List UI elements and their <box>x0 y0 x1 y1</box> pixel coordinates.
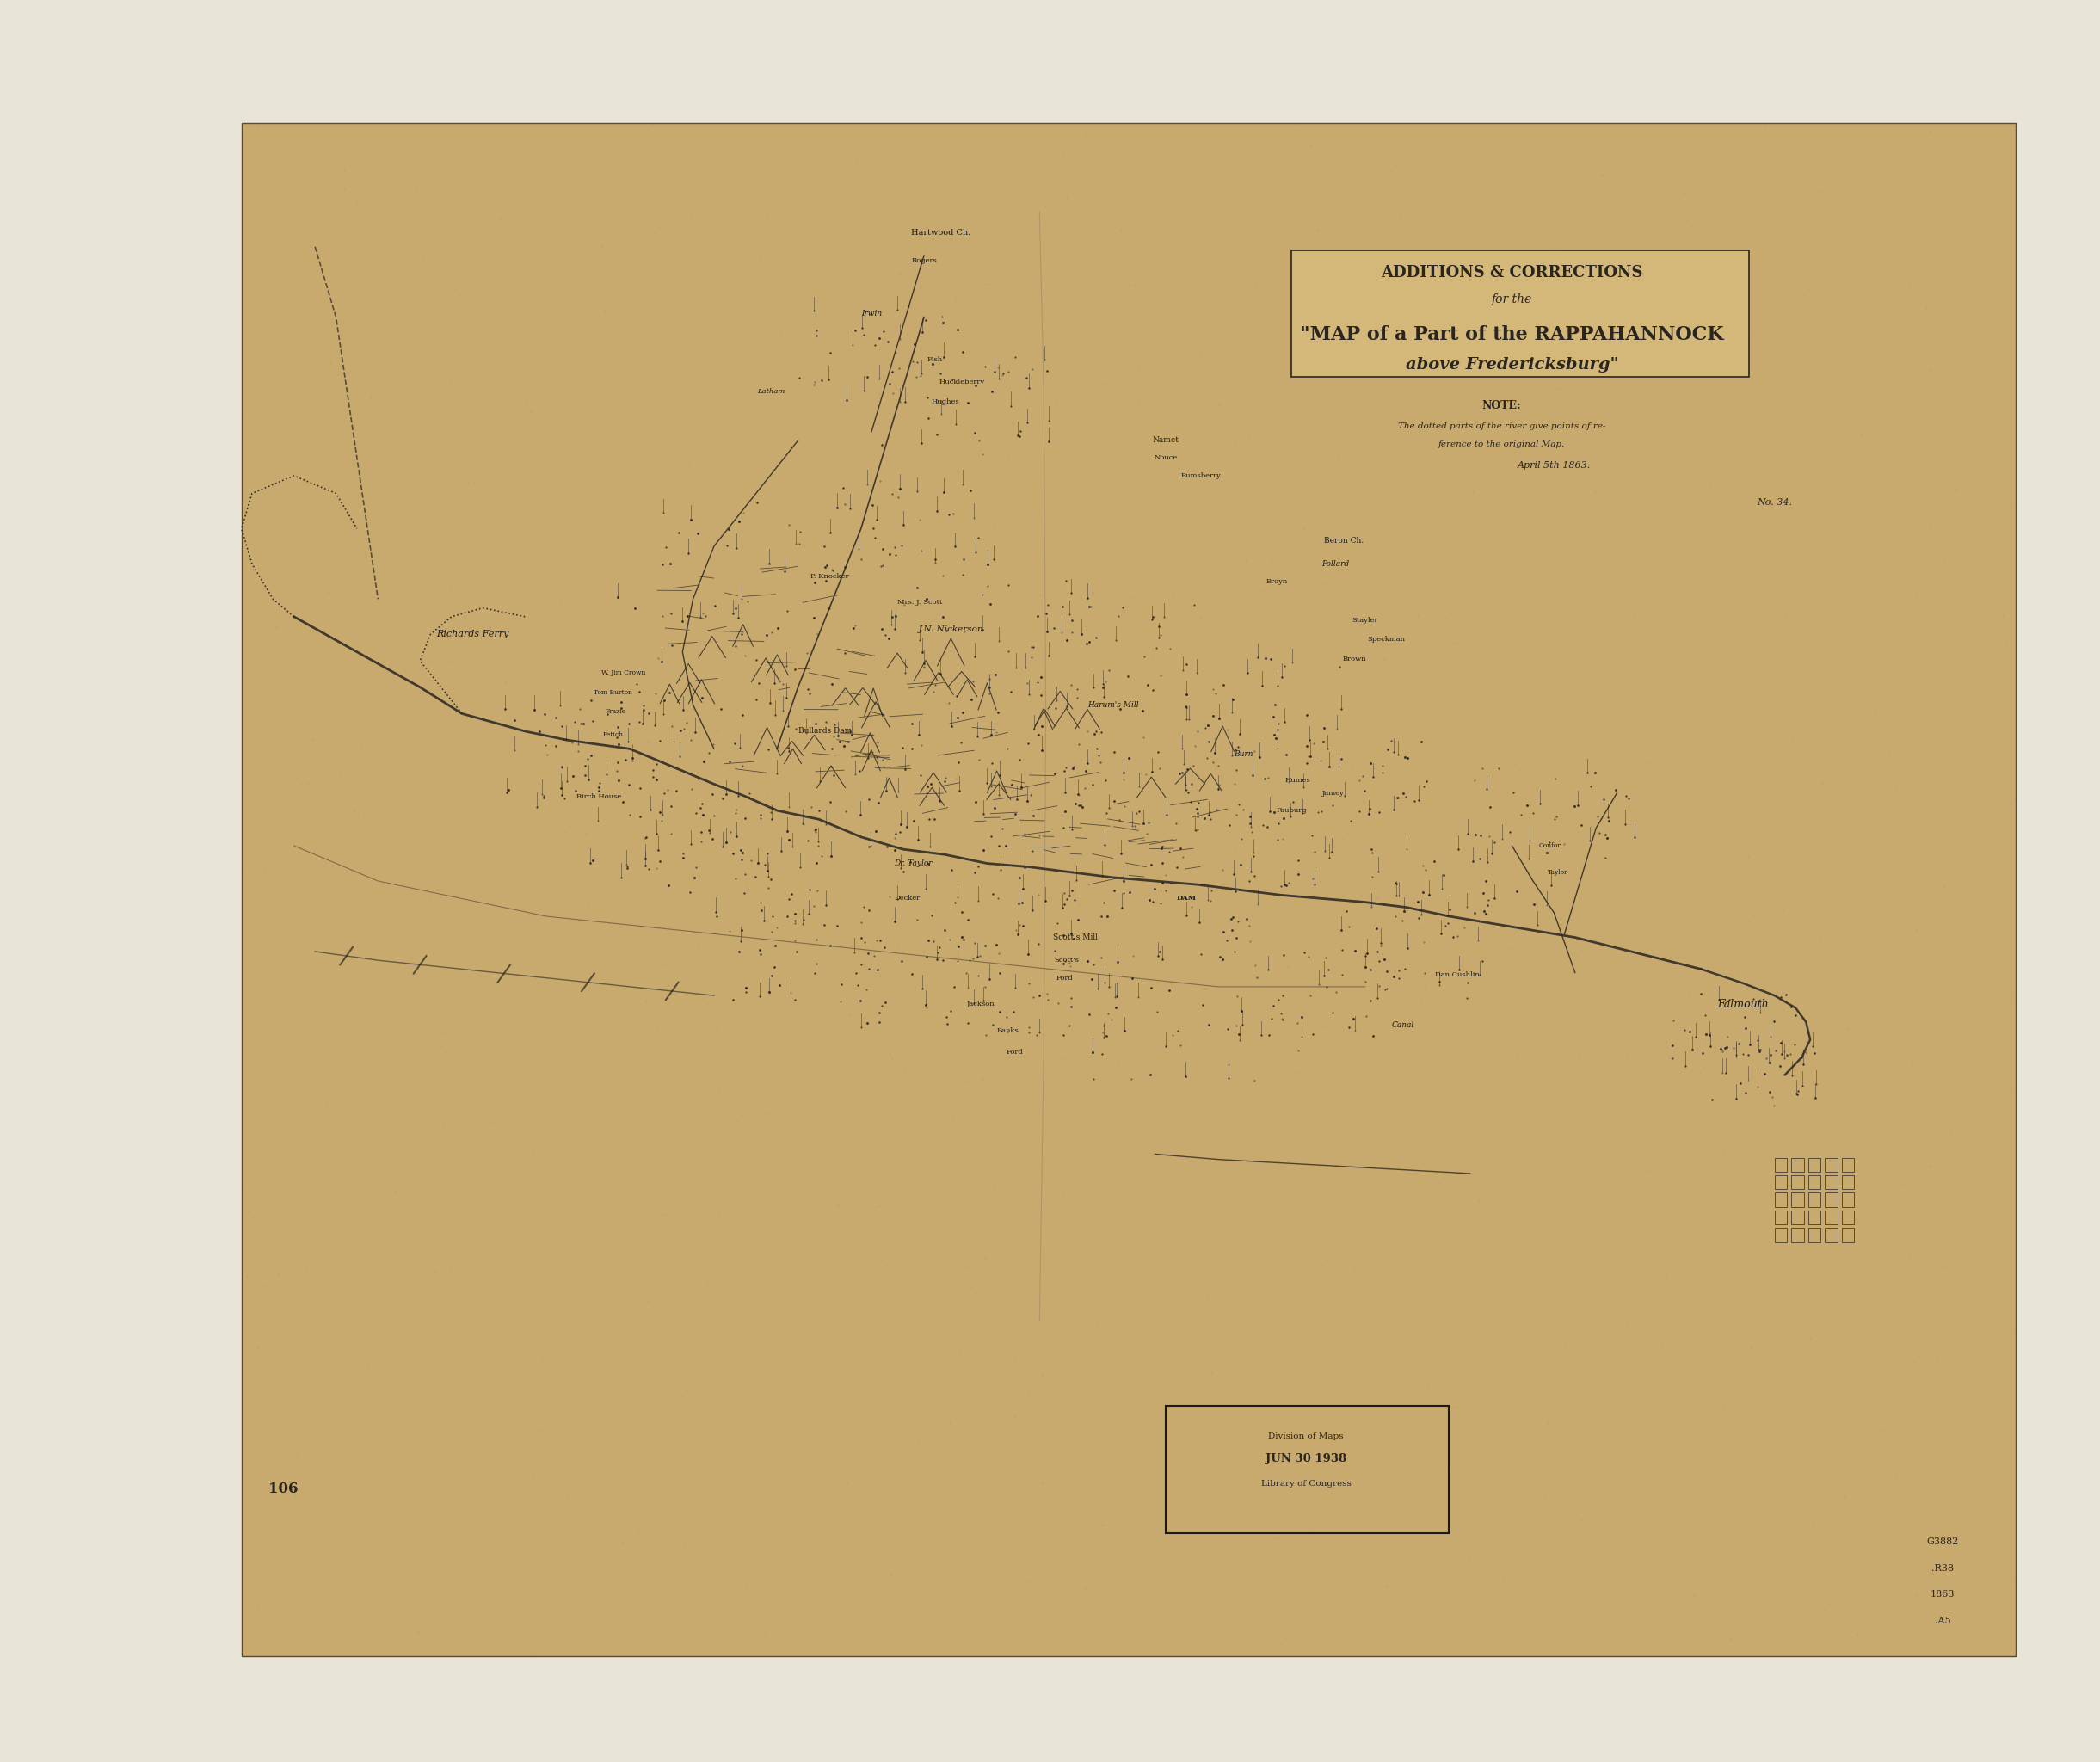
Bar <box>1842 1175 1854 1189</box>
Bar <box>1808 1175 1821 1189</box>
Text: for the: for the <box>1491 294 1533 305</box>
Text: Latham: Latham <box>756 388 785 395</box>
Text: Jackson: Jackson <box>966 1001 995 1008</box>
Bar <box>1774 1158 1787 1172</box>
Text: Richards Ferry: Richards Ferry <box>437 631 508 638</box>
Text: 1863: 1863 <box>1930 1591 1955 1598</box>
Bar <box>1825 1193 1837 1207</box>
Bar <box>1791 1228 1804 1242</box>
Text: Stayler: Stayler <box>1352 617 1378 624</box>
Bar <box>1842 1210 1854 1225</box>
Bar <box>1791 1175 1804 1189</box>
Text: Brown: Brown <box>1342 655 1367 663</box>
Bar <box>1774 1210 1787 1225</box>
Bar <box>1791 1193 1804 1207</box>
Text: P. Knocker: P. Knocker <box>811 573 848 580</box>
Bar <box>1808 1158 1821 1172</box>
Text: Mrs. J. Scott: Mrs. J. Scott <box>897 599 943 606</box>
Text: Irwin: Irwin <box>861 310 882 317</box>
Bar <box>1808 1228 1821 1242</box>
Text: Fauburg: Fauburg <box>1277 807 1306 814</box>
Text: Broyn: Broyn <box>1266 578 1287 585</box>
Text: Jamey: Jamey <box>1323 789 1344 796</box>
Text: Falmouth: Falmouth <box>1718 999 1768 1010</box>
Text: Nouce: Nouce <box>1153 455 1178 462</box>
Text: Speckman: Speckman <box>1367 636 1405 643</box>
Bar <box>1825 1228 1837 1242</box>
Text: April 5th 1863.: April 5th 1863. <box>1518 462 1590 469</box>
Text: Bullards Dam: Bullards Dam <box>798 728 853 735</box>
Text: Decker: Decker <box>895 895 920 902</box>
Text: Ford: Ford <box>1056 974 1073 981</box>
Text: Rogers: Rogers <box>911 257 937 264</box>
Text: "MAP of a Part of the RAPPAHANNOCK: "MAP of a Part of the RAPPAHANNOCK <box>1300 326 1724 344</box>
Text: above Fredericksburg": above Fredericksburg" <box>1405 358 1619 372</box>
FancyBboxPatch shape <box>1166 1406 1449 1533</box>
Bar <box>1774 1175 1787 1189</box>
Text: NOTE:: NOTE: <box>1483 400 1520 411</box>
Text: Frazie: Frazie <box>605 708 626 715</box>
Text: Banks: Banks <box>997 1027 1018 1034</box>
Text: Beron Ch.: Beron Ch. <box>1325 537 1363 544</box>
Text: W. Jim Crown: W. Jim Crown <box>601 670 647 677</box>
Text: Harum's Mill: Harum's Mill <box>1088 701 1138 708</box>
Text: ADDITIONS & CORRECTIONS: ADDITIONS & CORRECTIONS <box>1382 266 1642 280</box>
Text: ference to the original Map.: ference to the original Map. <box>1438 440 1564 448</box>
Bar <box>1774 1193 1787 1207</box>
Bar <box>1808 1210 1821 1225</box>
Text: Scott's Mill: Scott's Mill <box>1052 934 1098 941</box>
Bar <box>1842 1158 1854 1172</box>
Bar <box>1791 1158 1804 1172</box>
Text: G3882: G3882 <box>1926 1538 1959 1545</box>
Bar <box>1808 1193 1821 1207</box>
Text: Ford: Ford <box>1006 1048 1023 1055</box>
Bar <box>1842 1228 1854 1242</box>
Bar <box>1825 1158 1837 1172</box>
Text: Burn: Burn <box>1233 751 1254 758</box>
Text: Fish: Fish <box>926 356 943 363</box>
Text: Taylor: Taylor <box>1548 869 1569 876</box>
Text: Hartwood Ch.: Hartwood Ch. <box>911 229 970 236</box>
Text: JUN 30 1938: JUN 30 1938 <box>1266 1454 1346 1464</box>
Text: Huckleberry: Huckleberry <box>939 379 985 386</box>
Bar <box>1774 1228 1787 1242</box>
Text: The dotted parts of the river give points of re-: The dotted parts of the river give point… <box>1399 423 1604 430</box>
Text: J.N. Nickerson: J.N. Nickerson <box>920 626 983 633</box>
Text: Fetich: Fetich <box>603 731 624 738</box>
FancyBboxPatch shape <box>1291 250 1749 377</box>
Bar <box>1791 1210 1804 1225</box>
Text: No. 34.: No. 34. <box>1758 499 1791 506</box>
Text: Dr. Taylor: Dr. Taylor <box>895 860 932 867</box>
FancyBboxPatch shape <box>242 123 2016 1656</box>
Text: Scott's: Scott's <box>1054 957 1079 964</box>
Text: Dan Cushlin: Dan Cushlin <box>1434 971 1480 978</box>
Text: Birch House: Birch House <box>575 793 622 800</box>
Bar <box>1825 1175 1837 1189</box>
Text: Division of Maps: Division of Maps <box>1268 1433 1344 1440</box>
Text: Hughes: Hughes <box>930 398 960 405</box>
Text: Rumsberry: Rumsberry <box>1180 472 1222 479</box>
Bar <box>1842 1193 1854 1207</box>
Text: DAM: DAM <box>1176 895 1197 902</box>
Text: Tom Burton: Tom Burton <box>594 689 632 696</box>
Text: Library of Congress: Library of Congress <box>1262 1480 1350 1487</box>
Text: Canal: Canal <box>1392 1022 1413 1029</box>
Text: Pollard: Pollard <box>1321 560 1350 567</box>
Text: Confor: Confor <box>1539 842 1560 849</box>
Text: 106: 106 <box>269 1482 298 1496</box>
Bar <box>1825 1210 1837 1225</box>
Text: Namet: Namet <box>1153 437 1178 444</box>
Text: .A5: .A5 <box>1934 1618 1951 1625</box>
Text: Humes: Humes <box>1285 777 1310 784</box>
Text: .R38: .R38 <box>1932 1565 1953 1572</box>
